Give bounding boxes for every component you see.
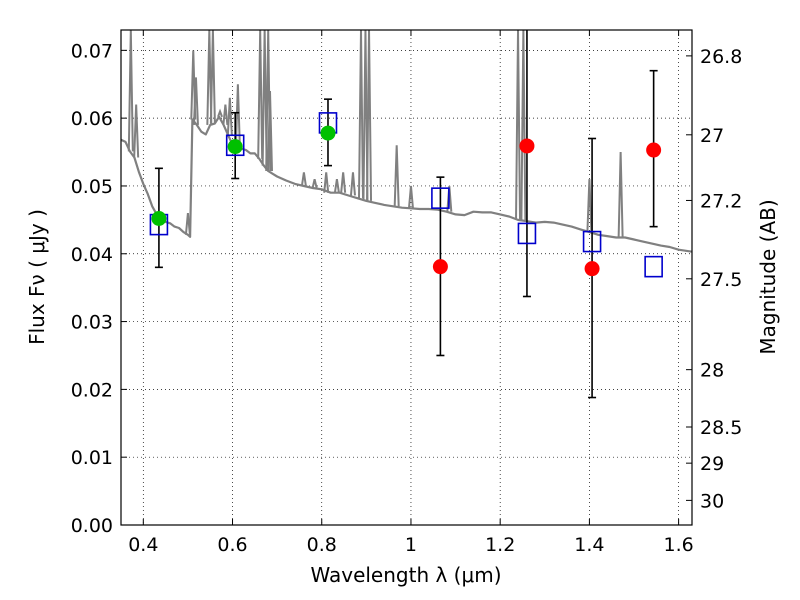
y-tick-label: 0.01 [71, 447, 113, 469]
x-tick-label: 0.8 [307, 534, 337, 556]
y-tick-label: 0.03 [71, 312, 113, 334]
magnitude-tick-label: 28 [700, 360, 724, 382]
emission-line [209, 30, 216, 124]
x-axis-label: Wavelength λ (μm) [310, 563, 501, 587]
spectrum-line [121, 115, 692, 253]
observed-flux-point [227, 139, 243, 155]
emission-line [127, 30, 134, 152]
grid-lines [121, 30, 692, 526]
magnitude-tick-label: 29 [700, 453, 724, 475]
x-tick-label: 1 [405, 534, 417, 556]
y-axis-label: Flux Fν ( μJy ) [25, 209, 49, 345]
model-flux-square [517, 222, 537, 245]
magnitude-tick-label: 28.5 [700, 417, 742, 439]
emission-line [366, 30, 373, 201]
observed-flux-point [646, 142, 662, 158]
model-flux-square [225, 134, 245, 157]
emission-line [222, 104, 229, 126]
magnitude-tick-label: 27.5 [700, 269, 742, 291]
emission-line [349, 172, 356, 196]
observed-flux-point [432, 259, 448, 275]
emission-line [323, 172, 330, 193]
model-flux-square [644, 255, 663, 278]
observed-flux-point [519, 138, 535, 154]
model-flux-square [431, 187, 450, 209]
emission-line [226, 97, 233, 136]
model-photometry [149, 112, 663, 278]
y-tick-label: 0.05 [71, 176, 113, 198]
error-bars [154, 30, 658, 399]
emission-line [393, 145, 400, 207]
magnitude-tick-label: 27 [700, 125, 724, 147]
emission-line [184, 212, 191, 235]
emission-line [257, 30, 264, 159]
emission-line [357, 30, 364, 199]
emission-line [300, 172, 307, 187]
x-tick-label: 0.4 [128, 534, 158, 556]
emission-line [586, 179, 593, 233]
y-tick-label: 0.07 [71, 40, 113, 62]
emission-line [340, 172, 347, 193]
y-axis-ticks: 0.00 0.01 0.02 0.03 0.04 0.05 0.06 0.07 [71, 40, 127, 537]
emission-line [520, 30, 527, 222]
x-tick-label: 1.2 [485, 534, 515, 556]
x-tick-label: 1.6 [664, 534, 694, 556]
observed-flux-point [584, 261, 600, 277]
y-tick-label: 0.00 [71, 515, 113, 537]
magnitude-tick-label: 27.2 [700, 190, 742, 212]
model-spectrum [121, 30, 692, 253]
emission-line [333, 179, 340, 193]
x-tick-label: 0.6 [217, 534, 247, 556]
emission-line [234, 84, 241, 148]
emission-line [133, 104, 140, 158]
emission-line [617, 152, 624, 238]
observed-photometry [151, 125, 662, 277]
emission-line [407, 185, 414, 209]
plot-area [121, 30, 692, 399]
emission-line [266, 91, 273, 172]
emission-line [311, 178, 318, 189]
observed-flux-point [320, 125, 336, 141]
emission-line [515, 30, 522, 220]
magnitude-axis-label: Magnitude (AB) [756, 199, 780, 354]
emission-line [446, 185, 453, 212]
magnitude-tick-label: 26.8 [700, 46, 742, 68]
plot-frame [120, 29, 693, 526]
y-tick-label: 0.02 [71, 379, 113, 401]
magnitude-tick-label: 30 [700, 490, 724, 512]
emission-line [192, 77, 199, 125]
magnitude-axis-ticks: 26.8 27 27.2 27.5 28 28.5 29 30 [686, 46, 742, 512]
x-tick-label: 1.4 [574, 534, 604, 556]
observed-flux-point [151, 211, 167, 227]
model-flux-square [582, 230, 602, 253]
emission-line [217, 108, 223, 118]
y-tick-label: 0.04 [71, 244, 113, 266]
y-tick-label: 0.06 [71, 108, 113, 130]
x-axis-ticks: 0.4 0.6 0.8 1 1.2 1.4 1.6 [128, 30, 694, 556]
